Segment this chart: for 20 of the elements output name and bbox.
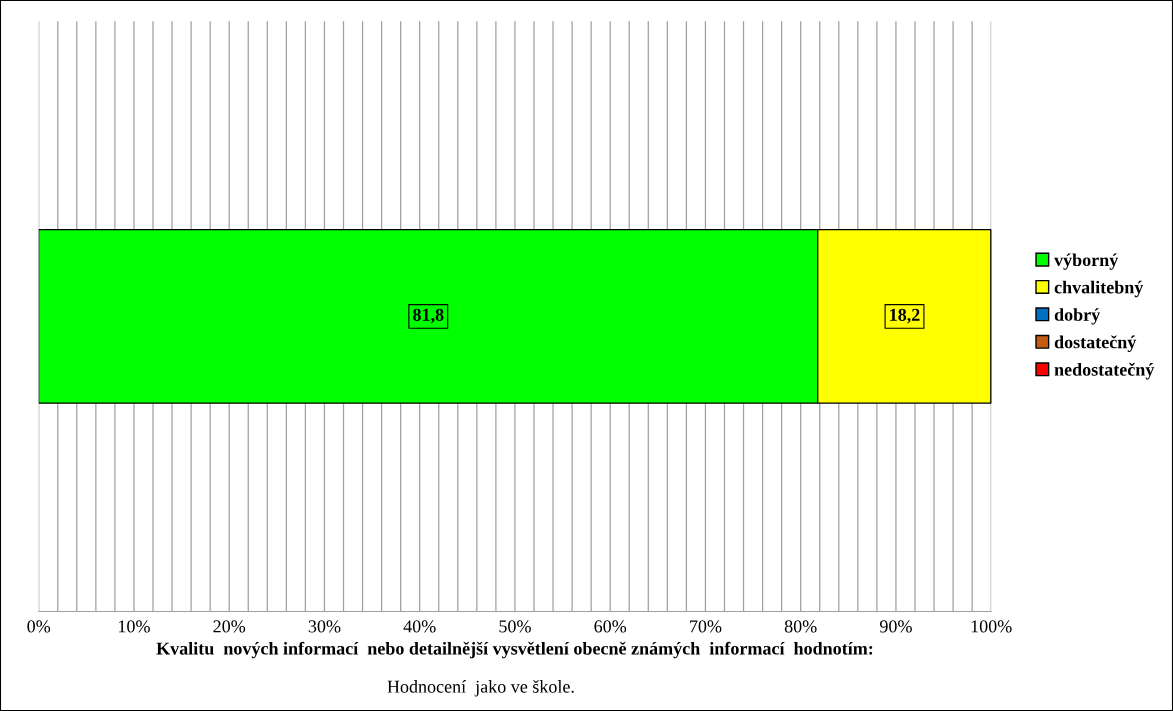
x-tick-label: 20% — [213, 620, 246, 633]
legend-label: nedostatečný — [1054, 362, 1155, 380]
data-label: 18,2 — [890, 308, 920, 324]
x-tick-label: 90% — [879, 620, 912, 633]
legend-label: výborný — [1054, 253, 1119, 270]
x-tick-label: 60% — [594, 620, 627, 633]
x-tick-label: 80% — [784, 620, 817, 633]
x-tick-label: 30% — [308, 620, 341, 633]
text: Hodnocení jako ve škole. — [387, 680, 574, 697]
x-tick-label: 100% — [971, 620, 1012, 633]
x-tick-label: 70% — [690, 620, 722, 633]
x-tick-label: 40% — [403, 620, 436, 633]
legend-label: dostatečný — [1054, 335, 1137, 353]
legend-label: dobrý — [1054, 308, 1101, 325]
x-tick-label: 0% — [27, 620, 51, 633]
data-label: 81,8 — [413, 308, 444, 324]
legend-label: chvalitebný — [1054, 280, 1144, 298]
x-tick-label: 50% — [499, 620, 531, 633]
x-tick-label: 10% — [119, 620, 150, 633]
x-axis-title: Kvalitu nových informací nebo detailnější vysvětlení obecně známých informací hodnotím: — [156, 641, 873, 659]
